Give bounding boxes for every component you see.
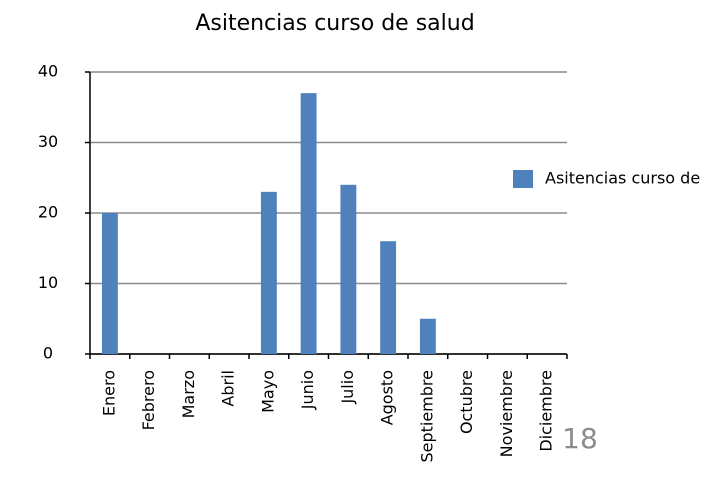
x-tick-label: Abril [219, 370, 238, 407]
x-tick-label: Octubre [457, 370, 476, 434]
x-tick-label: Noviembre [497, 370, 516, 457]
x-tick-label: Junio [298, 370, 317, 410]
bar [300, 93, 317, 355]
y-tick-label: 0 [43, 344, 53, 363]
bar [419, 318, 436, 354]
legend-swatch [513, 170, 533, 188]
bar [380, 241, 397, 354]
x-tick-label: Septiembre [417, 370, 436, 463]
chart-title: Asitencias curso de salud [195, 11, 474, 36]
bar [340, 184, 357, 354]
y-tick-label: 40 [38, 62, 58, 81]
page-number: 18 [562, 422, 598, 455]
x-tick-label: Marzo [179, 370, 198, 418]
y-tick-label: 30 [38, 132, 58, 151]
y-tick-label: 20 [38, 203, 58, 222]
x-tick-label: Febrero [139, 370, 158, 430]
x-tick-label: Julio [338, 370, 357, 405]
x-tick-label: Mayo [258, 370, 277, 413]
legend-label: Asitencias curso de salud [545, 169, 704, 188]
x-tick-label: Diciembre [537, 370, 556, 452]
y-tick-label: 10 [38, 273, 58, 292]
bar [101, 213, 118, 354]
x-tick-label: Agosto [378, 370, 397, 425]
x-tick-label: Enero [99, 370, 118, 416]
bar [260, 191, 277, 354]
